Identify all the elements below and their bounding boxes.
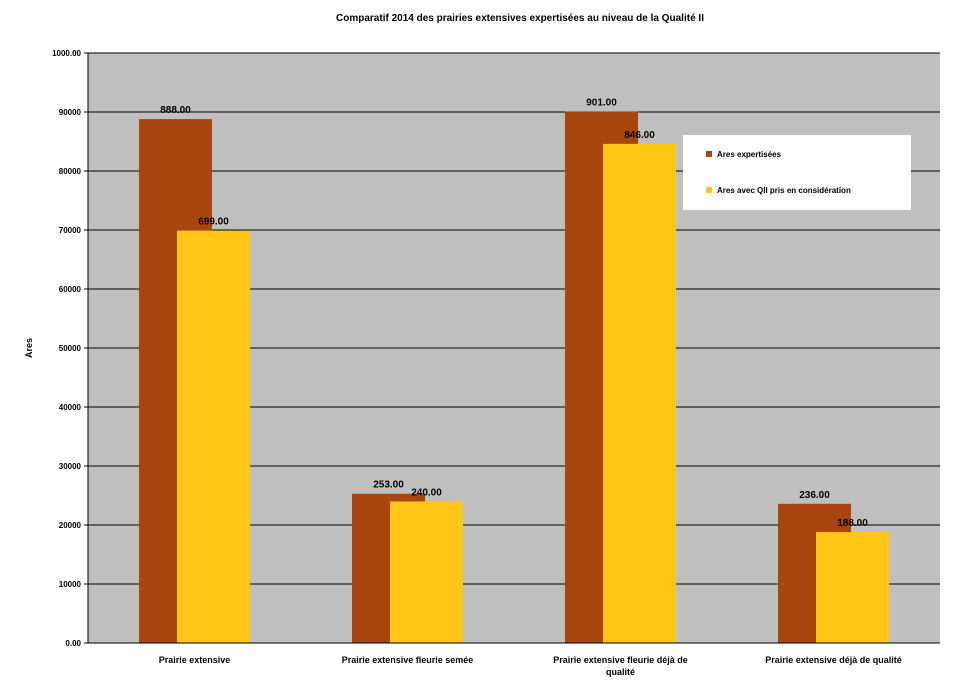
- y-tick-label: 40000: [59, 403, 82, 412]
- y-tick-label: 70000: [59, 226, 82, 235]
- x-category-label: Prairie extensive fleurie semée: [342, 655, 474, 665]
- y-tick-label: 10000: [59, 580, 82, 589]
- y-tick-label: 80000: [59, 167, 82, 176]
- x-axis-categories: Prairie extensive Prairie extensive fleur…: [159, 655, 902, 677]
- data-label: 253.00: [373, 480, 404, 491]
- y-axis-label: Ares: [24, 338, 34, 358]
- legend-swatch-ares-qii: [706, 187, 712, 193]
- bar-ares-qii: [177, 230, 250, 643]
- data-labels: 888.00 699.00 253.00 240.00 901.00 846.00 236.…: [160, 97, 868, 529]
- bar-ares-qii: [603, 143, 676, 644]
- y-tick-label: 50000: [59, 344, 82, 353]
- y-tick-label: 1000.00: [52, 49, 81, 58]
- x-category-label: Prairie extensive déjà de qualité: [765, 655, 902, 665]
- chart-title: Comparatif 2014 des prairies extensives …: [336, 13, 704, 24]
- bar-ares-qii: [816, 532, 889, 643]
- legend-swatch-ares-expertisees: [706, 151, 712, 157]
- y-tick-label: 90000: [59, 108, 82, 117]
- data-label: 888.00: [160, 105, 191, 116]
- data-label: 240.00: [411, 487, 442, 498]
- data-label: 699.00: [198, 217, 229, 228]
- y-tick-label: 30000: [59, 462, 82, 471]
- data-label: 188.00: [837, 518, 868, 529]
- legend-label-ares-qii: Ares avec QII pris en considération: [717, 186, 851, 195]
- legend-label-ares-expertisees: Ares expertisées: [717, 150, 782, 159]
- bars: [139, 111, 889, 644]
- data-label: 846.00: [624, 130, 655, 141]
- data-label: 236.00: [799, 490, 830, 501]
- y-tick-label: 20000: [59, 521, 82, 530]
- y-axis-ticks: 0.00 10000 20000 30000 40000 50000 60000 70000 8…: [52, 49, 88, 648]
- x-category-label: qualité: [606, 667, 635, 677]
- y-tick-label: 0.00: [65, 639, 81, 648]
- bar-ares-qii: [390, 501, 463, 643]
- x-category-label: Prairie extensive fleurie déjà de: [553, 655, 688, 665]
- legend-box: [683, 135, 911, 210]
- data-label: 901.00: [586, 97, 617, 108]
- y-tick-label: 60000: [59, 285, 82, 294]
- legend: Ares expertisées Ares avec QII pris en c…: [683, 135, 911, 210]
- x-category-label: Prairie extensive: [159, 655, 231, 665]
